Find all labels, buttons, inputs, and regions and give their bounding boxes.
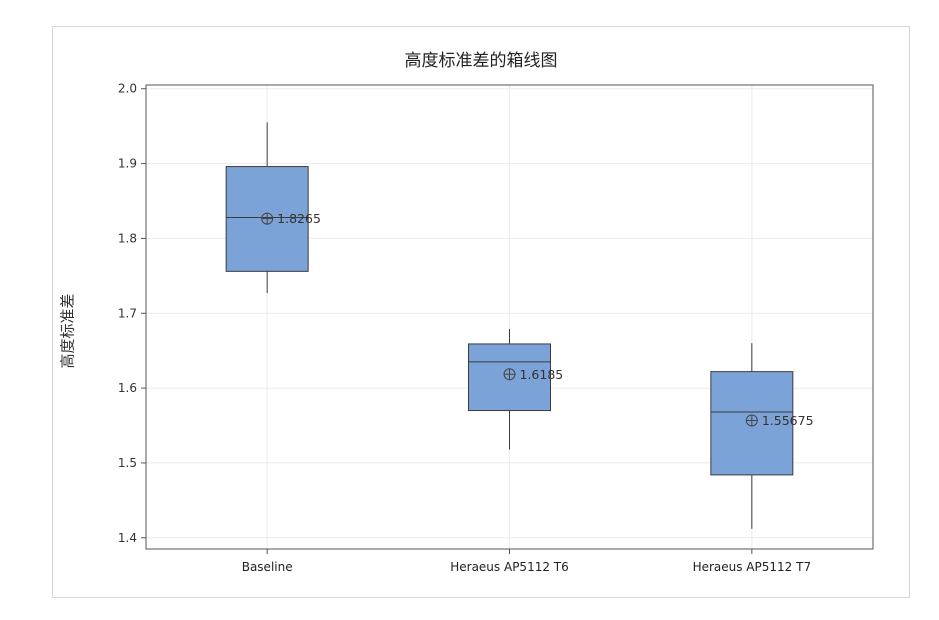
y-tick-label: 1.5 [118, 456, 137, 470]
y-tick-label: 1.8 [118, 231, 137, 245]
plot-area: 1.4 1.5 1.6 1.7 1.8 1.9 2.0 Baseline Heraeus AP5… [118, 82, 874, 574]
mean-label: 1.55675 [762, 413, 814, 428]
y-tick-label: 1.4 [118, 531, 137, 545]
chart-title: 高度标准差的箱线图 [404, 51, 558, 71]
mean-label: 1.8265 [277, 211, 321, 226]
y-tick-label: 2.0 [118, 82, 137, 96]
y-tick-label: 1.9 [118, 157, 137, 171]
chart-figure: 高度标准差的箱线图 高度标准差 1.4 1.5 1.6 1.7 1.8 1.9 2.0 Bas… [52, 26, 910, 598]
y-tick-label: 1.6 [118, 381, 137, 395]
y-tick-label: 1.7 [118, 306, 137, 320]
mean-label: 1.6185 [520, 367, 564, 382]
x-tick-label: Heraeus AP5112 T7 [693, 560, 812, 574]
x-tick-label: Baseline [242, 560, 293, 574]
x-tick-label: Heraeus AP5112 T6 [450, 560, 569, 574]
